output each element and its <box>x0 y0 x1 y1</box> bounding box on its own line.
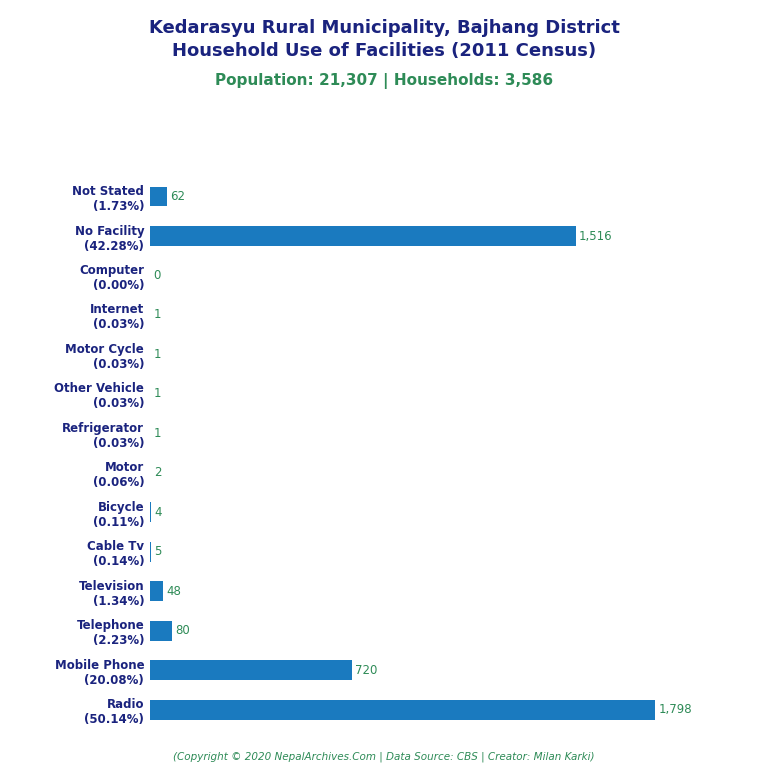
Bar <box>150 660 352 680</box>
Text: 0: 0 <box>153 269 161 282</box>
Text: (Copyright © 2020 NepalArchives.Com | Data Source: CBS | Creator: Milan Karki): (Copyright © 2020 NepalArchives.Com | Da… <box>174 751 594 762</box>
Text: 1,516: 1,516 <box>579 230 613 243</box>
Bar <box>150 621 172 641</box>
Bar <box>150 227 576 246</box>
Text: Kedarasyu Rural Municipality, Bajhang District: Kedarasyu Rural Municipality, Bajhang Di… <box>148 19 620 37</box>
Text: 1: 1 <box>154 427 161 440</box>
Text: 4: 4 <box>154 506 162 519</box>
Bar <box>150 700 655 720</box>
Text: 48: 48 <box>167 584 181 598</box>
Bar <box>150 187 167 207</box>
Text: Population: 21,307 | Households: 3,586: Population: 21,307 | Households: 3,586 <box>215 73 553 89</box>
Text: 1,798: 1,798 <box>658 703 692 716</box>
Text: 1: 1 <box>154 387 161 400</box>
Text: Household Use of Facilities (2011 Census): Household Use of Facilities (2011 Census… <box>172 42 596 60</box>
Text: 720: 720 <box>356 664 378 677</box>
Text: 80: 80 <box>176 624 190 637</box>
Text: 2: 2 <box>154 466 161 479</box>
Text: 1: 1 <box>154 348 161 361</box>
Text: 5: 5 <box>154 545 162 558</box>
Text: 62: 62 <box>170 190 186 203</box>
Bar <box>150 502 151 522</box>
Bar <box>150 581 164 601</box>
Bar <box>150 542 151 561</box>
Text: 1: 1 <box>154 309 161 322</box>
